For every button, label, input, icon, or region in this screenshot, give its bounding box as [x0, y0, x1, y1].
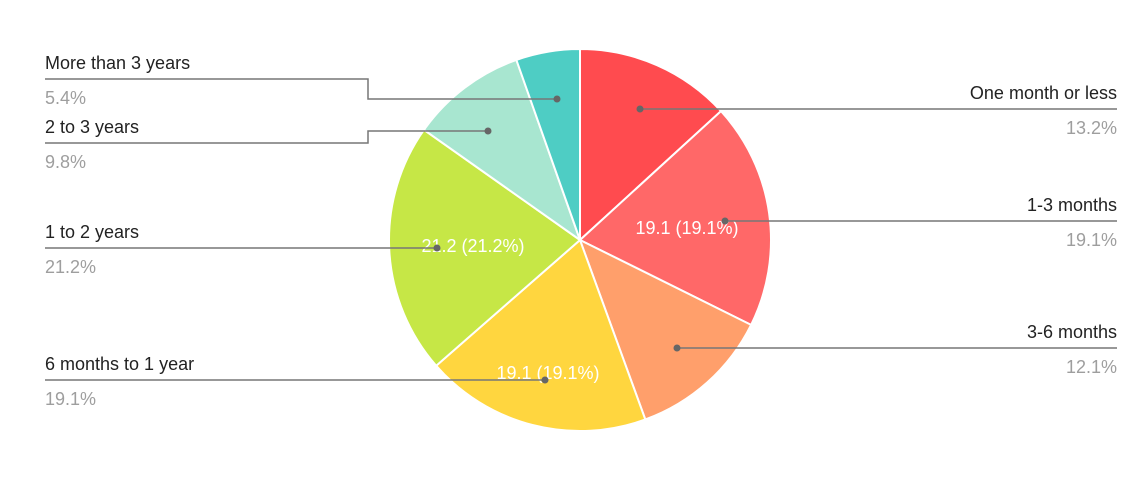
leader-dot [553, 95, 561, 103]
legend-value: 5.4% [45, 88, 86, 108]
data-label: 21.2 (21.2%) [421, 236, 524, 256]
leader-dot [673, 344, 681, 352]
leader-line [45, 78, 557, 100]
pie-slice-3 [434, 238, 647, 432]
legend-label: 2 to 3 years [45, 117, 139, 137]
pie-slice-2 [578, 237, 753, 421]
legend-label: 1-3 months [1027, 195, 1117, 215]
leader-dot [636, 105, 644, 113]
data-label: 19.1 (19.1%) [635, 218, 738, 238]
legend-label: 3-6 months [1027, 322, 1117, 342]
leader-dot [541, 376, 549, 384]
legend-label: More than 3 years [45, 53, 190, 73]
pie-slice-6 [515, 47, 581, 241]
data-label: 19.1 (19.1%) [496, 363, 599, 383]
leader-line [45, 130, 488, 144]
legend-value: 19.1% [1066, 230, 1117, 250]
pie-slice-1 [578, 109, 772, 327]
legend-value: 19.1% [45, 389, 96, 409]
pie-slice-5 [422, 58, 582, 243]
leader-dot [433, 244, 441, 252]
leader-dot [721, 217, 729, 225]
legend-label: 1 to 2 years [45, 222, 139, 242]
pie-slice-0 [579, 47, 723, 243]
legend-label: 6 months to 1 year [45, 354, 194, 374]
legend-label: One month or less [970, 83, 1117, 103]
legend-value: 21.2% [45, 257, 96, 277]
legend-value: 12.1% [1066, 357, 1117, 377]
legend-value: 9.8% [45, 152, 86, 172]
legend-value: 13.2% [1066, 118, 1117, 138]
pie-slice-4 [388, 128, 582, 368]
leader-dot [484, 127, 492, 135]
